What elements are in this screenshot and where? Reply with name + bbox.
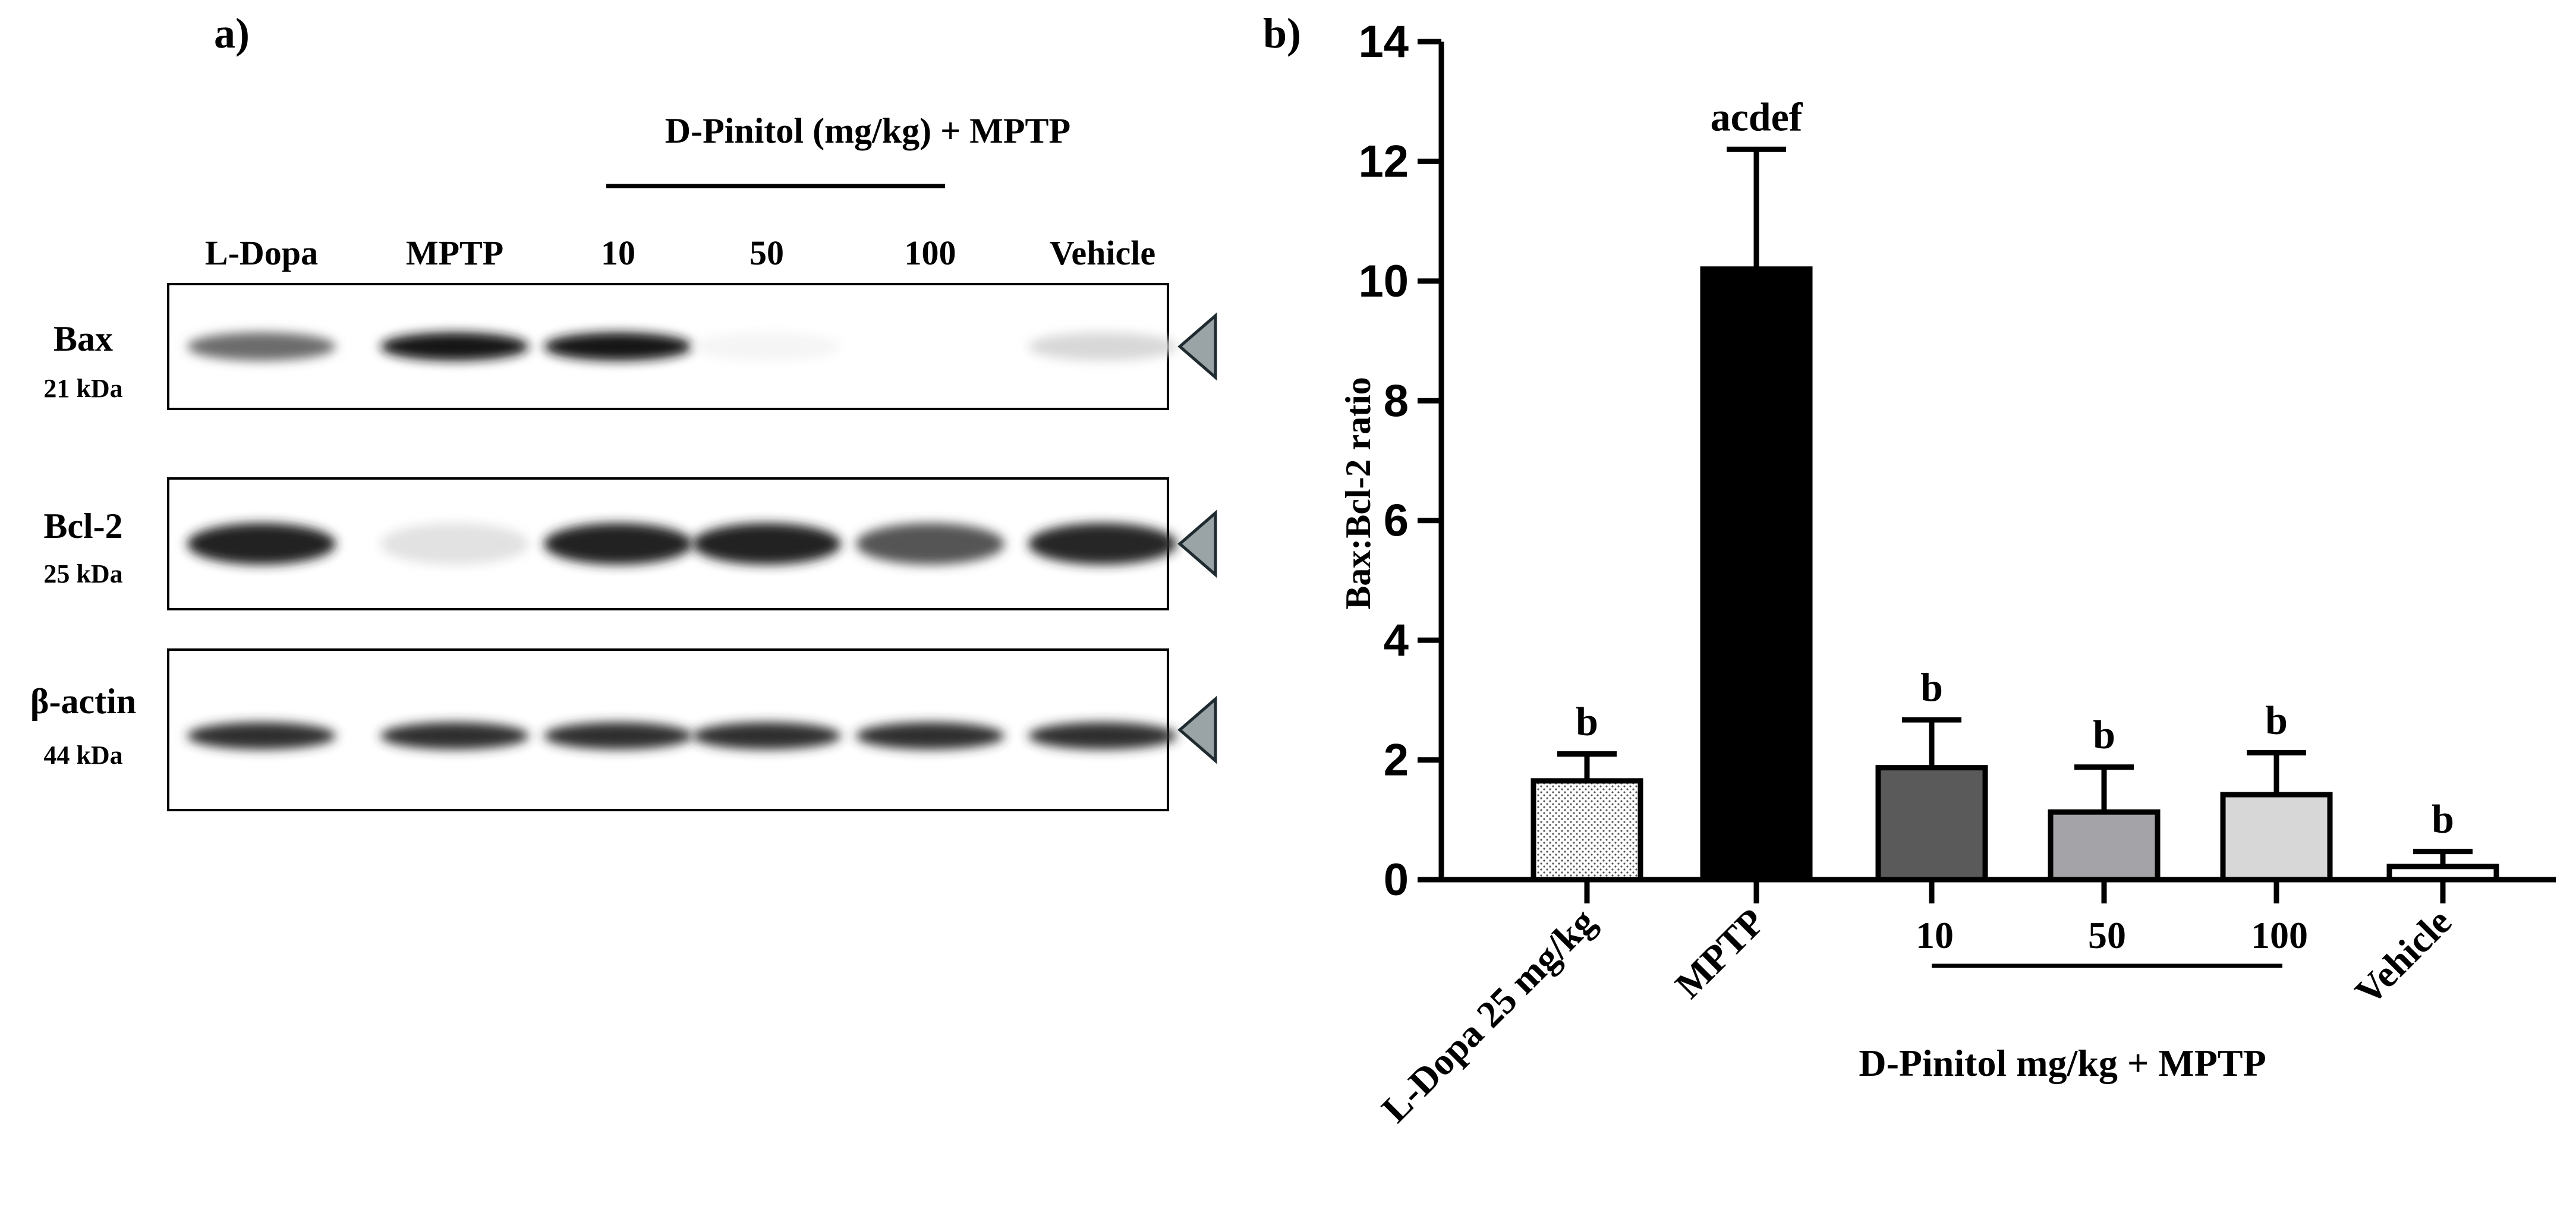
lane-label: 50 — [750, 234, 784, 272]
bar — [2220, 792, 2333, 883]
protein-band — [692, 523, 841, 565]
protein-band — [1028, 722, 1177, 749]
band-marker-arrow — [1177, 509, 1217, 578]
bars: b acdef b b b b — [1531, 94, 2499, 883]
x-axis-title: D-Pinitol mg/kg + MPTP — [1859, 1042, 2266, 1084]
bar — [2048, 809, 2161, 883]
blot-strips: Bax 21 kDa Bcl-2 25 kDa β-actin 44 kDa — [30, 283, 1217, 811]
x-tick-label: MPTP — [1667, 900, 1773, 1006]
bar-group: b — [2048, 712, 2161, 883]
y-tick-label: 4 — [1384, 615, 1409, 666]
protein-name: β-actin — [30, 682, 136, 721]
y-axis-title: Bax:Bcl-2 ratio — [1339, 377, 1378, 610]
bar-chart-panel: b) Bax:Bcl-2 ratio 0 2 4 6 8 10 12 14 L-Dopa 25… — [1263, 10, 2556, 1130]
significance-label: acdef — [1711, 94, 1803, 139]
significance-label: b — [2093, 712, 2115, 757]
protein-band — [692, 332, 841, 361]
protein-band — [544, 523, 692, 565]
bar — [1875, 765, 1988, 883]
protein-band — [856, 722, 1004, 749]
lane-label: MPTP — [406, 234, 503, 272]
protein-name: Bcl-2 — [43, 506, 122, 546]
protein-kda: 21 kDa — [43, 374, 122, 403]
protein-band — [187, 332, 336, 361]
bar — [2386, 864, 2499, 883]
band-marker-arrow — [1177, 695, 1217, 764]
x-tick-label: L-Dopa 25 mg/kg — [1374, 900, 1604, 1130]
protein-band — [544, 722, 692, 749]
panel-a-label: a) — [214, 10, 250, 57]
y-tick-label: 2 — [1384, 735, 1409, 786]
lane-label: L-Dopa — [205, 234, 318, 272]
y-tick-label: 0 — [1384, 855, 1409, 905]
band-marker-arrow — [1177, 312, 1217, 381]
lane-label: 100 — [905, 234, 956, 272]
protein-name: Bax — [53, 319, 113, 358]
bar-group: b — [1531, 699, 1643, 883]
protein-band — [380, 722, 529, 749]
protein-band — [1028, 332, 1177, 361]
y-tick-label: 8 — [1384, 376, 1409, 426]
protein-band — [692, 722, 841, 749]
protein-band — [856, 523, 1004, 565]
bar — [1700, 266, 1813, 883]
blot-group-title: D-Pinitol (mg/kg) + MPTP — [665, 111, 1070, 150]
protein-band — [380, 332, 529, 361]
protein-kda: 44 kDa — [43, 741, 122, 770]
bar-group: b — [2220, 697, 2333, 883]
bar-group: b — [2386, 796, 2499, 883]
significance-label: b — [1576, 699, 1598, 744]
y-tick-label: 12 — [1358, 136, 1409, 187]
protein-band — [187, 722, 336, 749]
lane-labels: L-Dopa MPTP 10 50 100 Vehicle — [205, 234, 1155, 272]
protein-kda: 25 kDa — [43, 559, 122, 588]
y-tick-label: 14 — [1358, 17, 1409, 67]
significance-label: b — [2432, 796, 2454, 842]
blot-strip: Bcl-2 25 kDa — [43, 477, 1217, 610]
protein-band — [544, 332, 692, 361]
y-tick-label: 10 — [1358, 256, 1409, 307]
significance-label: b — [1920, 664, 1943, 710]
x-tick-label: Vehicle — [2347, 900, 2460, 1013]
protein-band — [1028, 523, 1177, 565]
bar — [1531, 778, 1643, 883]
y-axis: 0 2 4 6 8 10 12 14 — [1358, 17, 1444, 905]
bar-group: acdef — [1700, 94, 1813, 883]
blot-strip: β-actin 44 kDa — [30, 648, 1217, 811]
lane-label: Vehicle — [1050, 234, 1155, 272]
panel-b-label: b) — [1263, 10, 1301, 57]
protein-band — [380, 523, 529, 565]
x-axis: L-Dopa 25 mg/kg MPTP 10 50 100 Vehicle — [1374, 877, 2556, 1130]
lane-label: 10 — [601, 234, 635, 272]
protein-band — [187, 523, 336, 565]
y-tick-label: 6 — [1384, 496, 1409, 546]
x-tick-label: 10 — [1916, 914, 1954, 956]
blot-strip: Bax 21 kDa — [43, 283, 1217, 410]
significance-label: b — [2265, 697, 2288, 742]
x-tick-label: 100 — [2251, 914, 2308, 956]
x-tick-label: 50 — [2088, 914, 2126, 956]
bar-group: b — [1875, 664, 1988, 883]
western-blot-panel: a) D-Pinitol (mg/kg) + MPTP L-Dopa MPTP 10… — [30, 10, 1217, 811]
